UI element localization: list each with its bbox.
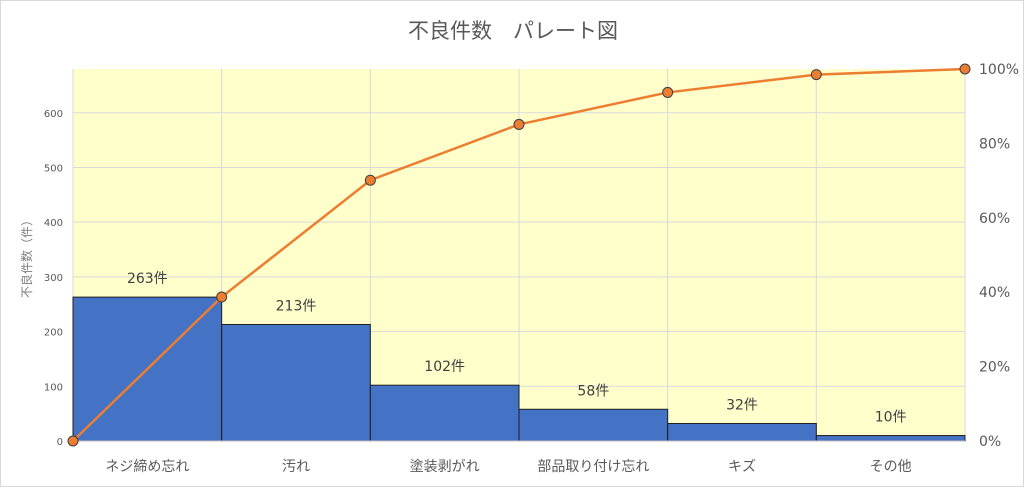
cumulative-point (959, 63, 971, 75)
y2-tick-label: 80% (979, 136, 1010, 152)
y-tick-label: 400 (44, 218, 63, 229)
y-tick-label: 600 (44, 109, 63, 120)
bar-data-label: 213件 (276, 298, 317, 314)
bar-data-label: 102件 (424, 359, 465, 375)
x-tick-label: ネジ締め忘れ (105, 458, 189, 475)
bar-data-label: 263件 (127, 271, 168, 287)
x-tick-label: 塗装剥がれ (410, 458, 480, 475)
x-tick-label: その他 (870, 459, 912, 475)
x-tick-label: 部品取り付け忘れ (537, 459, 649, 475)
y-tick-label: 300 (44, 273, 63, 284)
bar (369, 384, 520, 442)
y2-tick-label: 20% (979, 360, 1010, 376)
cumulative-point (810, 69, 822, 81)
bar (667, 422, 817, 442)
y2-tick-label: 0% (979, 434, 1001, 450)
bar (221, 323, 371, 442)
bar-data-label: 58件 (577, 383, 609, 399)
chart-title: 不良件数 パレート図 (408, 19, 618, 43)
bar (815, 435, 966, 442)
y-tick-label: 200 (44, 328, 63, 339)
bar-data-label: 32件 (726, 397, 758, 413)
y-tick-label: 500 (44, 163, 63, 174)
y2-tick-label: 60% (979, 211, 1010, 227)
cumulative-point (216, 291, 228, 303)
cumulative-point (513, 118, 525, 130)
bar-data-label: 10件 (875, 410, 907, 426)
cumulative-point (364, 174, 376, 186)
cumulative-point (67, 435, 79, 447)
bar (518, 408, 669, 442)
y2-tick-label: 40% (979, 285, 1010, 301)
y2-tick-label: 100% (979, 62, 1019, 78)
x-tick-label: 汚れ (282, 459, 310, 475)
y-tick-label: 100 (44, 382, 63, 393)
cumulative-point (662, 86, 674, 98)
x-tick-label: キズ (728, 459, 756, 475)
y-axis-label: 不良件数（件） (19, 214, 34, 298)
y-tick-label: 0 (57, 437, 63, 448)
